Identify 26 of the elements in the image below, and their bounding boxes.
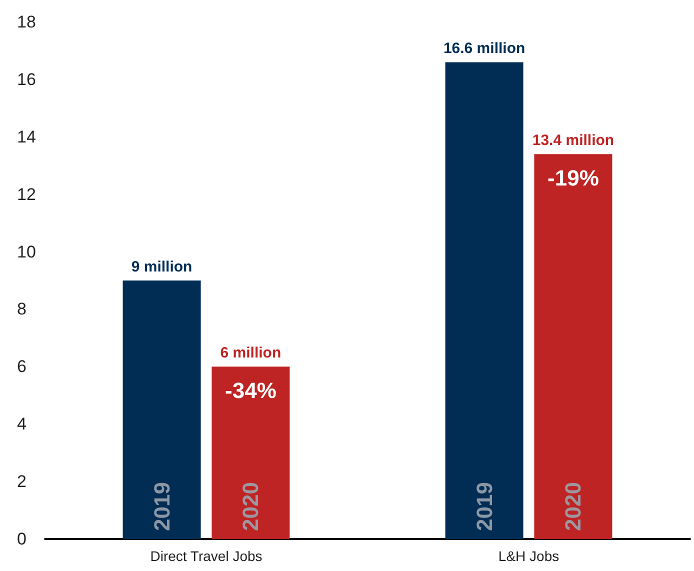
y-tick-label: 12 bbox=[17, 184, 36, 204]
bar bbox=[122, 280, 201, 539]
data-label: 13.4 million bbox=[532, 132, 614, 150]
y-tick-label: 14 bbox=[17, 127, 36, 146]
y-tick-label: 4 bbox=[17, 414, 26, 434]
x-tick-label: L&H Jobs bbox=[498, 548, 560, 564]
series-label: 2020 bbox=[238, 482, 264, 531]
y-tick-label: 10 bbox=[17, 242, 36, 262]
text: 2020 bbox=[560, 482, 586, 531]
data-label: 6 million bbox=[220, 344, 282, 362]
x-tick-label: Direct Travel Jobs bbox=[150, 548, 262, 564]
text: 2019 bbox=[472, 482, 497, 531]
bar bbox=[212, 366, 290, 539]
bar bbox=[445, 62, 524, 539]
y-tick-label: 0 bbox=[17, 530, 26, 548]
data-label: 16.6 million bbox=[443, 40, 526, 58]
annotation: -34% bbox=[225, 378, 276, 404]
y-tick-label: 2 bbox=[17, 472, 26, 492]
y-tick-label: 8 bbox=[17, 300, 26, 319]
y-tick-label: 16 bbox=[17, 70, 36, 89]
annotation: -19% bbox=[548, 166, 599, 191]
series-label: 2019 bbox=[149, 482, 174, 531]
y-tick-label: 18 bbox=[17, 12, 36, 32]
data-label: 9 million bbox=[131, 258, 192, 276]
bar bbox=[534, 154, 612, 539]
y-tick-label: 6 bbox=[17, 357, 26, 376]
